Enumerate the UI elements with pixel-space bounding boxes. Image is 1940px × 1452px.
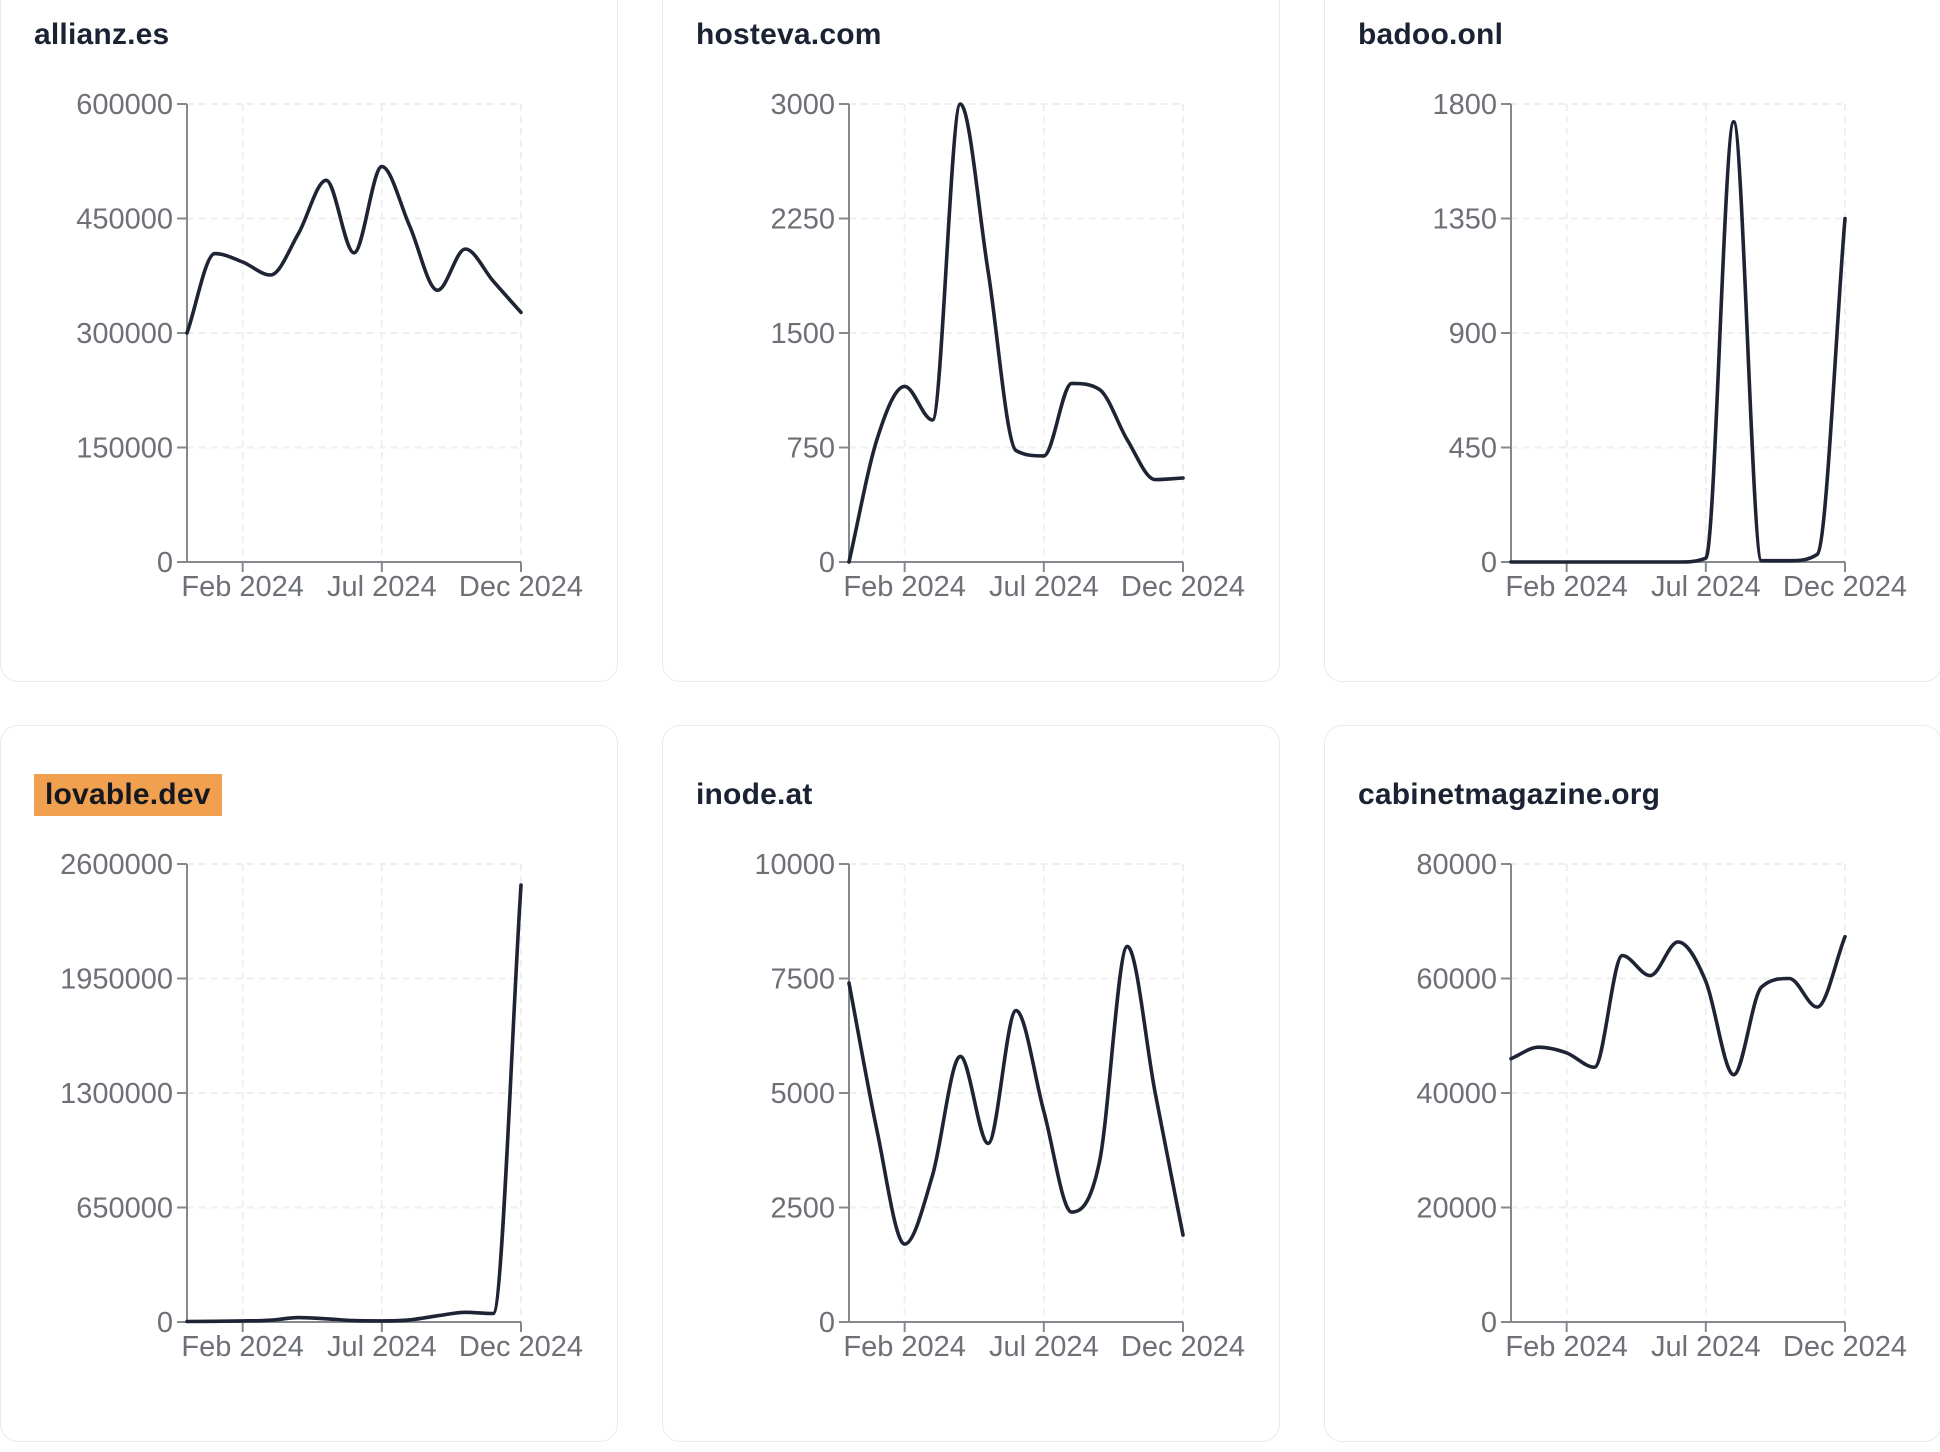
y-tick-label: 10000 bbox=[754, 849, 835, 881]
chart-title: hosteva.com bbox=[696, 18, 882, 51]
data-line bbox=[1509, 120, 1847, 564]
data-line bbox=[1509, 934, 1847, 1077]
chart-card-inode-at[interactable]: inode.at 0 2500 5000 7500 10000 Feb 2024 Jul 2… bbox=[662, 725, 1280, 1442]
line-chart: 0 2500 5000 7500 10000 Feb 2024 Jul 2024 Dec 20… bbox=[754, 849, 1245, 1363]
y-tick-label: 0 bbox=[819, 1307, 835, 1339]
x-tick-label: Dec 2024 bbox=[459, 571, 583, 603]
chart-title: allianz.es bbox=[34, 18, 170, 51]
x-tick-label: Feb 2024 bbox=[1505, 571, 1628, 603]
y-tick-label: 3000 bbox=[770, 89, 835, 121]
chart-title-highlighted: lovable.dev bbox=[34, 774, 222, 816]
gridlines bbox=[849, 103, 1184, 562]
y-tick-label: 450 bbox=[1449, 433, 1497, 465]
y-tick-label: 1500 bbox=[770, 318, 835, 350]
data-line bbox=[847, 102, 1185, 564]
tick-labels: 0 750 1500 2250 3000 Feb 2024 Jul 2024 Dec 2024 bbox=[770, 89, 1245, 603]
x-tick-label: Jul 2024 bbox=[989, 571, 1099, 603]
x-tick-label: Jul 2024 bbox=[327, 571, 437, 603]
axes bbox=[839, 863, 1184, 1332]
x-tick-label: Jul 2024 bbox=[989, 1331, 1099, 1363]
data-line bbox=[185, 883, 523, 1324]
x-tick-label: Dec 2024 bbox=[1121, 1331, 1245, 1363]
gridlines bbox=[1511, 103, 1846, 562]
y-tick-label: 150000 bbox=[76, 433, 173, 465]
x-tick-label: Feb 2024 bbox=[1505, 1331, 1628, 1363]
y-tick-label: 0 bbox=[157, 1307, 173, 1339]
chart-title: inode.at bbox=[696, 778, 813, 811]
y-tick-label: 60000 bbox=[1416, 964, 1497, 996]
x-tick-label: Feb 2024 bbox=[181, 571, 304, 603]
y-tick-label: 2600000 bbox=[60, 849, 173, 881]
y-tick-label: 1800 bbox=[1432, 89, 1497, 121]
x-tick-label: Jul 2024 bbox=[1651, 1331, 1761, 1363]
tick-labels: 0 20000 40000 60000 80000 Feb 2024 Jul 2024 Dec… bbox=[1416, 849, 1907, 1363]
axes bbox=[1501, 863, 1846, 1332]
y-tick-label: 750 bbox=[787, 433, 835, 465]
y-tick-label: 2500 bbox=[770, 1193, 835, 1225]
chart-card-lovable-dev[interactable]: lovable.dev 0 650000 1300000 1950000 2600000… bbox=[0, 725, 618, 1442]
chart-card-badoo-onl[interactable]: badoo.onl 0 450 900 1350 1800 Feb 2024 Jul 202… bbox=[1324, 0, 1940, 682]
line-chart: 0 20000 40000 60000 80000 Feb 2024 Jul 2024 Dec… bbox=[1416, 849, 1907, 1363]
y-tick-label: 600000 bbox=[76, 89, 173, 121]
y-tick-label: 20000 bbox=[1416, 1193, 1497, 1225]
x-tick-label: Jul 2024 bbox=[1651, 571, 1761, 603]
y-tick-label: 40000 bbox=[1416, 1078, 1497, 1110]
line-chart: 0 650000 1300000 1950000 2600000 Feb 2024 Jul … bbox=[60, 849, 583, 1363]
tick-labels: 0 2500 5000 7500 10000 Feb 2024 Jul 2024 Dec 20… bbox=[754, 849, 1245, 1363]
chart-card-cabinetmagazine-org[interactable]: cabinetmagazine.org 0 20000 40000 60000 8000… bbox=[1324, 725, 1940, 1442]
tick-labels: 0 650000 1300000 1950000 2600000 Feb 2024 Jul … bbox=[60, 849, 583, 1363]
y-tick-label: 0 bbox=[819, 547, 835, 579]
x-tick-label: Dec 2024 bbox=[459, 1331, 583, 1363]
axes bbox=[839, 103, 1184, 572]
data-line bbox=[847, 944, 1185, 1246]
x-tick-label: Dec 2024 bbox=[1783, 571, 1907, 603]
y-tick-label: 1350 bbox=[1432, 204, 1497, 236]
line-chart: 0 750 1500 2250 3000 Feb 2024 Jul 2024 Dec 2024 bbox=[770, 89, 1245, 603]
axes bbox=[1501, 103, 1846, 572]
chart-title: badoo.onl bbox=[1358, 18, 1504, 51]
gridlines bbox=[187, 103, 522, 562]
y-tick-label: 650000 bbox=[76, 1193, 173, 1225]
x-tick-label: Dec 2024 bbox=[1783, 1331, 1907, 1363]
data-line bbox=[185, 164, 523, 335]
x-tick-label: Feb 2024 bbox=[843, 571, 966, 603]
y-tick-label: 80000 bbox=[1416, 849, 1497, 881]
gridlines bbox=[849, 863, 1184, 1322]
gridlines bbox=[187, 863, 522, 1322]
tick-labels: 0 150000 300000 450000 600000 Feb 2024 Jul 202… bbox=[76, 89, 583, 603]
y-tick-label: 450000 bbox=[76, 204, 173, 236]
y-tick-label: 1300000 bbox=[60, 1078, 173, 1110]
y-tick-label: 900 bbox=[1449, 318, 1497, 350]
tick-labels: 0 450 900 1350 1800 Feb 2024 Jul 2024 Dec 2024 bbox=[1432, 89, 1907, 603]
chart-card-allianz-es[interactable]: allianz.es 0 150000 300000 450000 600000 Feb … bbox=[0, 0, 618, 682]
line-chart: 0 450 900 1350 1800 Feb 2024 Jul 2024 Dec 2024 bbox=[1432, 89, 1907, 603]
y-tick-label: 0 bbox=[1481, 1307, 1497, 1339]
x-tick-label: Jul 2024 bbox=[327, 1331, 437, 1363]
chart-card-hosteva-com[interactable]: hosteva.com 0 750 1500 2250 3000 Feb 2024 Jul … bbox=[662, 0, 1280, 682]
gridlines bbox=[1511, 863, 1846, 1322]
y-tick-label: 300000 bbox=[76, 318, 173, 350]
axes bbox=[177, 103, 522, 572]
y-tick-label: 0 bbox=[157, 547, 173, 579]
y-tick-label: 7500 bbox=[770, 964, 835, 996]
x-tick-label: Feb 2024 bbox=[181, 1331, 304, 1363]
y-tick-label: 1950000 bbox=[60, 964, 173, 996]
line-chart: 0 150000 300000 450000 600000 Feb 2024 Jul 202… bbox=[76, 89, 583, 603]
y-tick-label: 0 bbox=[1481, 547, 1497, 579]
x-tick-label: Dec 2024 bbox=[1121, 571, 1245, 603]
axes bbox=[177, 863, 522, 1332]
y-tick-label: 2250 bbox=[770, 204, 835, 236]
y-tick-label: 5000 bbox=[770, 1078, 835, 1110]
chart-title: cabinetmagazine.org bbox=[1358, 778, 1661, 811]
x-tick-label: Feb 2024 bbox=[843, 1331, 966, 1363]
